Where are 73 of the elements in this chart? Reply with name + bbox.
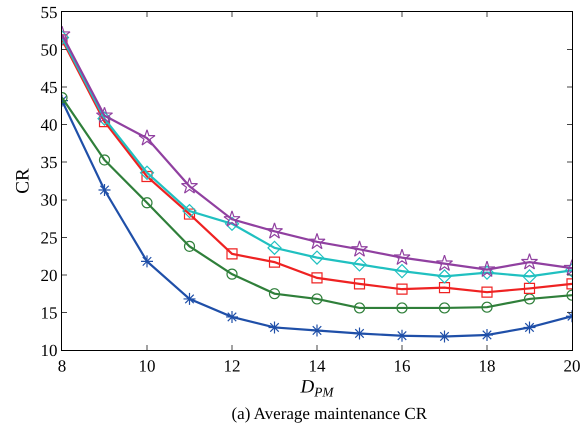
point xyxy=(438,302,450,314)
y-tick-label: 55 xyxy=(40,2,58,22)
text: (a) Average maintenance CR xyxy=(231,404,428,424)
point xyxy=(438,282,450,294)
x-tick-label: 12 xyxy=(224,356,240,376)
point xyxy=(480,328,494,342)
point xyxy=(311,272,323,284)
point xyxy=(520,253,538,270)
point xyxy=(184,240,196,252)
point xyxy=(393,248,411,266)
x-axis-title: D$_{PM}$ xyxy=(300,376,334,400)
point xyxy=(481,302,493,313)
point xyxy=(478,260,496,278)
point xyxy=(141,197,153,208)
y-tick-label: 25 xyxy=(40,228,58,248)
x-tick-label: 20 xyxy=(564,356,580,376)
point xyxy=(226,268,238,280)
point xyxy=(310,250,324,265)
point xyxy=(436,254,454,272)
point xyxy=(522,320,536,334)
point xyxy=(437,269,452,284)
y-tick-label: 20 xyxy=(40,266,58,285)
point xyxy=(180,177,198,194)
x-tick-label: 16 xyxy=(394,356,410,376)
point xyxy=(182,292,196,306)
y-tick-label: 35 xyxy=(40,153,58,172)
y-tick-label: 40 xyxy=(40,116,58,135)
point xyxy=(266,222,284,239)
point xyxy=(524,293,536,305)
point xyxy=(268,256,280,268)
point xyxy=(352,326,366,340)
point xyxy=(184,208,196,220)
point xyxy=(140,166,154,180)
point xyxy=(225,310,239,324)
y-axis-title: CR xyxy=(12,168,34,194)
point xyxy=(352,257,367,272)
x-tick-label: 14 xyxy=(308,356,326,376)
point xyxy=(438,330,452,344)
point xyxy=(311,293,323,305)
point xyxy=(223,210,241,227)
y-tick-label: 45 xyxy=(40,78,58,98)
point xyxy=(226,248,238,260)
point xyxy=(96,106,114,124)
point xyxy=(98,154,110,166)
point xyxy=(480,266,494,280)
point xyxy=(350,240,368,257)
point xyxy=(182,204,197,218)
x-tick-label: 18 xyxy=(478,356,496,376)
point xyxy=(140,254,154,268)
point xyxy=(396,284,408,295)
point xyxy=(97,112,112,126)
y-tick-label: 30 xyxy=(40,190,58,210)
y-tick-label: 10 xyxy=(40,340,58,360)
point xyxy=(524,282,536,294)
point xyxy=(308,232,326,250)
point xyxy=(481,286,493,298)
point xyxy=(98,183,112,197)
point xyxy=(138,129,156,146)
point xyxy=(354,302,366,314)
y-tick-label: 50 xyxy=(40,40,58,60)
y-tick-label: 15 xyxy=(40,303,58,322)
point xyxy=(354,278,366,290)
x-tick-label: 10 xyxy=(138,356,156,376)
point xyxy=(396,302,408,314)
x-tick-label: 8 xyxy=(58,356,66,376)
point xyxy=(268,320,282,334)
point xyxy=(268,288,280,300)
point xyxy=(224,216,240,231)
point xyxy=(522,269,537,284)
point xyxy=(395,329,409,342)
point xyxy=(394,264,410,278)
point xyxy=(310,324,324,338)
point xyxy=(267,240,282,255)
